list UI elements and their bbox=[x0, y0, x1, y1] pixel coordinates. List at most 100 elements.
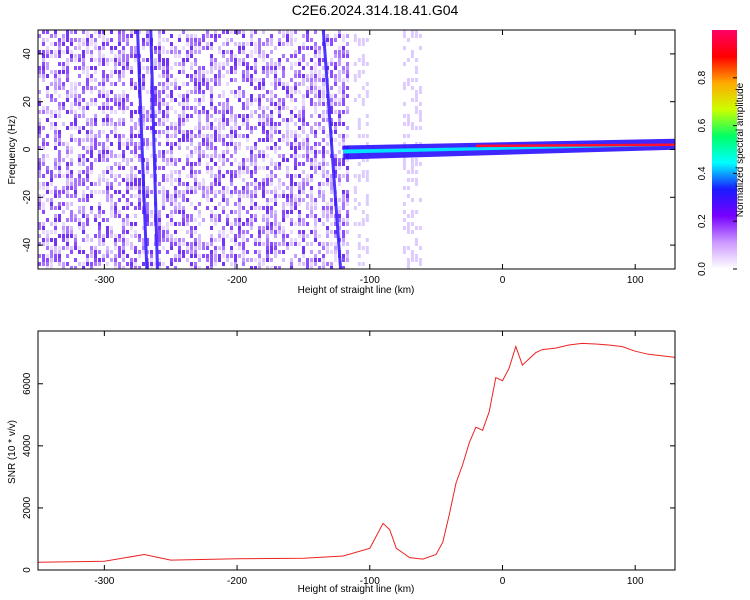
spectrogram-cell bbox=[322, 102, 325, 106]
spectrogram-cell bbox=[166, 70, 169, 74]
spectrogram-cell bbox=[86, 118, 89, 122]
spectrogram-cell bbox=[230, 126, 233, 130]
spectrogram-cell bbox=[266, 74, 269, 78]
spectrogram-cell bbox=[322, 162, 325, 166]
spectrogram-cell bbox=[206, 186, 209, 190]
spectrogram-cell bbox=[318, 182, 321, 186]
spectrogram-cell bbox=[198, 50, 201, 54]
spectrogram-cell bbox=[54, 162, 57, 166]
spectrogram-cell bbox=[258, 154, 261, 158]
spectrogram-cell bbox=[342, 94, 345, 98]
spectrogram-cell bbox=[178, 258, 181, 262]
spectrogram-cell bbox=[314, 70, 317, 74]
spectrogram-cell bbox=[258, 38, 261, 42]
spectrogram-cell bbox=[182, 94, 185, 98]
spectrogram-cell bbox=[142, 38, 145, 42]
spectrogram-cell bbox=[330, 242, 333, 246]
spectrogram-cell bbox=[186, 74, 189, 78]
spectrogram-cell bbox=[102, 154, 105, 158]
spectrogram-cell bbox=[202, 78, 205, 82]
spectrogram-cell bbox=[242, 30, 245, 34]
spectrogram-cell bbox=[166, 174, 169, 178]
spectrogram-cell bbox=[290, 38, 293, 42]
x-tick-label: -300 bbox=[94, 576, 114, 587]
spectrogram-cell bbox=[194, 174, 197, 178]
spectrogram-cell bbox=[126, 182, 129, 186]
spectrogram-cell bbox=[186, 98, 189, 102]
spectrogram-cell bbox=[322, 130, 325, 134]
spectrogram-cell bbox=[206, 194, 209, 198]
spectrogram-cell bbox=[318, 86, 321, 90]
spectrogram-cell bbox=[242, 90, 245, 94]
spectrogram-cell bbox=[178, 182, 181, 186]
spectrogram-cell bbox=[407, 118, 410, 122]
spectrogram-cell bbox=[98, 210, 101, 214]
spectrogram-cell bbox=[206, 78, 209, 82]
spectrogram-cell bbox=[354, 62, 357, 66]
spectrogram-cell bbox=[250, 190, 253, 194]
spectrogram-cell bbox=[338, 70, 341, 74]
spectrogram-cell bbox=[178, 178, 181, 182]
spectrogram-cell bbox=[226, 142, 229, 146]
spectrogram-cell bbox=[322, 114, 325, 118]
spectrogram-cell bbox=[358, 38, 361, 42]
spectrogram-cell bbox=[210, 250, 213, 254]
spectrogram-cell bbox=[294, 242, 297, 246]
spectrogram-cell bbox=[298, 190, 301, 194]
spectrogram-cell bbox=[222, 62, 225, 66]
spectrogram-cell bbox=[166, 222, 169, 226]
spectrogram-cell bbox=[250, 110, 253, 114]
spectrogram-cell bbox=[150, 154, 153, 158]
spectrogram-cell bbox=[118, 182, 121, 186]
spectrogram-cell bbox=[86, 106, 89, 110]
spectrogram-cell bbox=[294, 206, 297, 210]
spectrogram-cell bbox=[50, 190, 53, 194]
spectrogram-cell bbox=[310, 250, 313, 254]
spectrogram-cell bbox=[126, 190, 129, 194]
spectrogram-cell bbox=[290, 98, 293, 102]
spectrogram-cell bbox=[138, 186, 141, 190]
spectrogram-cell bbox=[310, 86, 313, 90]
spectrogram-cell bbox=[242, 94, 245, 98]
spectrogram-cell bbox=[318, 142, 321, 146]
spectrogram-cell bbox=[302, 82, 305, 86]
spectrogram-cell bbox=[58, 174, 61, 178]
spectrogram-cell bbox=[254, 146, 257, 150]
spectrogram-cell bbox=[62, 158, 65, 162]
spectrogram-cell bbox=[130, 134, 133, 138]
spectrogram-cell bbox=[290, 86, 293, 90]
spectrogram-cell bbox=[70, 126, 73, 130]
spectrogram-cell bbox=[202, 138, 205, 142]
spectrogram-cell bbox=[54, 110, 57, 114]
spectrogram-cell bbox=[94, 30, 97, 34]
spectrogram-cell bbox=[214, 118, 217, 122]
spectrogram-cell bbox=[314, 78, 317, 82]
spectrogram-cell bbox=[310, 230, 313, 234]
spectrogram-cell bbox=[198, 118, 201, 122]
spectrogram-cell bbox=[362, 218, 365, 222]
spectrogram-cell bbox=[407, 78, 410, 82]
spectrogram-cell bbox=[254, 42, 257, 46]
spectrogram-cell bbox=[154, 86, 157, 90]
spectrogram-cell bbox=[334, 130, 337, 134]
spectrogram-cell bbox=[306, 86, 309, 90]
spectrogram-cell bbox=[234, 242, 237, 246]
spectrogram-cell bbox=[174, 258, 177, 262]
spectrogram-cell bbox=[242, 106, 245, 110]
spectrogram-cell bbox=[98, 250, 101, 254]
spectrogram-cell bbox=[82, 162, 85, 166]
spectrogram-cell bbox=[250, 198, 253, 202]
spectrogram-cell bbox=[334, 34, 337, 38]
spectrogram-cell bbox=[230, 66, 233, 70]
spectrogram-cell bbox=[58, 162, 61, 166]
spectrogram-cell bbox=[54, 42, 57, 46]
spectrogram-cell bbox=[134, 82, 137, 86]
spectrogram-cell bbox=[198, 130, 201, 134]
spectrogram-cell bbox=[98, 206, 101, 210]
spectrogram-cell bbox=[254, 30, 257, 34]
spectrogram-cell bbox=[322, 78, 325, 82]
spectrogram-cell bbox=[74, 234, 77, 238]
spectrogram-cell bbox=[82, 98, 85, 102]
spectrogram-cell bbox=[358, 246, 361, 250]
spectrogram-cell bbox=[130, 158, 133, 162]
